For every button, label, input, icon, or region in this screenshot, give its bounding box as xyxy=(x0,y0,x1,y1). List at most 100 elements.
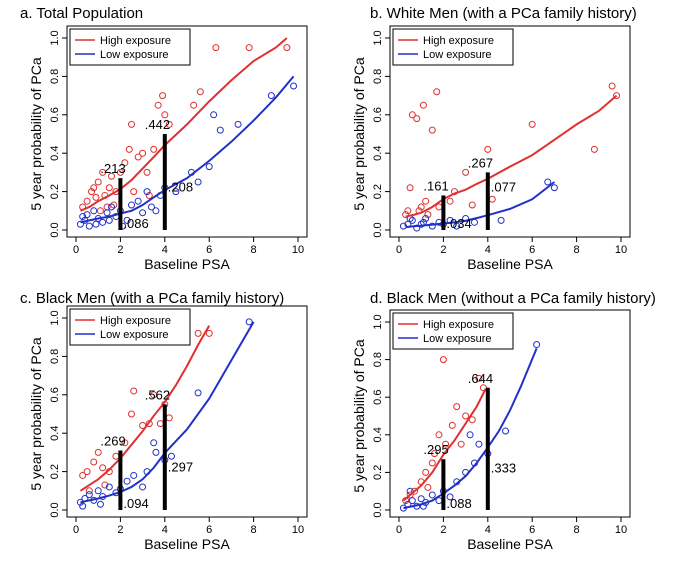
low-prob-label: .034 xyxy=(446,216,471,231)
scatter-point-low xyxy=(290,82,298,90)
x-tick-label: 8 xyxy=(574,244,580,256)
y-axis-label: 5 year probability of PCa xyxy=(351,339,367,493)
scatter-point-low xyxy=(466,431,474,439)
scatter-point-high xyxy=(92,193,100,201)
chart-title: c. Black Men (with a PCa family history) xyxy=(20,290,284,307)
scatter-point-high xyxy=(475,374,483,382)
chart-panel-3: c. Black Men (with a PCa family history)… xyxy=(20,290,308,552)
scatter-point-low xyxy=(216,126,224,134)
x-tick-label: 6 xyxy=(529,244,535,256)
x-axis-label: Baseline PSA xyxy=(467,536,553,552)
legend-box xyxy=(69,308,191,346)
scatter-point-low xyxy=(79,213,87,221)
x-tick-label: 4 xyxy=(162,524,168,536)
scatter-point-low xyxy=(152,207,160,215)
scatter-point-high xyxy=(404,207,412,215)
legend-box xyxy=(392,28,514,66)
y-tick-label: 0.0 xyxy=(49,222,61,237)
scatter-point-high xyxy=(431,450,439,458)
scatter-point-high xyxy=(413,115,421,123)
scatter-point-high xyxy=(145,191,153,199)
y-tick-label: 0.2 xyxy=(49,464,61,479)
scatter-point-high xyxy=(125,145,133,153)
low-prob-label: .208 xyxy=(168,180,193,195)
scatter-point-high xyxy=(108,172,116,180)
scatter-point-low xyxy=(90,207,98,215)
scatter-point-high xyxy=(101,481,109,489)
x-tick-label: 10 xyxy=(292,244,304,256)
x-tick-label: 0 xyxy=(73,524,79,536)
scatter-point-high xyxy=(196,88,204,96)
scatter-point-high xyxy=(143,168,151,176)
scatter-point-high xyxy=(613,92,621,100)
y-tick-label: 0.6 xyxy=(49,107,61,122)
series-line-high xyxy=(405,94,618,218)
x-tick-label: 8 xyxy=(251,244,257,256)
scatter-point-high xyxy=(205,329,213,337)
scatter-point-high xyxy=(83,197,91,205)
legend-label: Low exposure xyxy=(423,333,492,345)
x-axis-label: Baseline PSA xyxy=(467,256,553,272)
scatter-point-low xyxy=(267,92,275,100)
scatter-point-low xyxy=(147,203,155,211)
scatter-point-high xyxy=(422,197,430,205)
scatter-point-high xyxy=(112,452,120,460)
scatter-point-low xyxy=(139,483,147,491)
scatter-point-low xyxy=(422,214,430,222)
scatter-point-low xyxy=(105,483,113,491)
y-tick-label: 0.0 xyxy=(372,502,384,517)
y-tick-label: 0.0 xyxy=(49,502,61,517)
scatter-point-high xyxy=(406,184,414,192)
scatter-point-high xyxy=(85,487,93,495)
scatter-point-low xyxy=(83,211,91,219)
scatter-point-low xyxy=(417,220,425,228)
y-axis-label: 5 year probability of PCa xyxy=(28,337,44,491)
scatter-point-low xyxy=(123,216,131,224)
x-tick-label: 6 xyxy=(206,244,212,256)
scatter-point-low xyxy=(167,452,175,460)
scatter-point-high xyxy=(96,207,104,215)
legend-label: High exposure xyxy=(100,315,171,327)
scatter-point-high xyxy=(442,440,450,448)
y-tick-label: 0.4 xyxy=(372,146,384,161)
x-tick-label: 10 xyxy=(292,524,304,536)
scatter-point-low xyxy=(130,471,138,479)
scatter-point-high xyxy=(134,153,142,161)
scatter-point-high xyxy=(94,178,102,186)
x-tick-label: 4 xyxy=(485,244,491,256)
scatter-point-high xyxy=(468,201,476,209)
scatter-point-low xyxy=(453,222,461,230)
x-tick-label: 6 xyxy=(529,524,535,536)
scatter-point-low xyxy=(194,178,202,186)
scatter-point-high xyxy=(424,211,432,219)
scatter-point-low xyxy=(417,495,425,503)
scatter-point-high xyxy=(462,168,470,176)
scatter-point-high xyxy=(411,487,419,495)
plot-frame xyxy=(389,25,631,238)
scatter-point-high xyxy=(453,403,461,411)
scatter-point-high xyxy=(462,412,470,420)
scatter-point-low xyxy=(150,439,158,447)
scatter-point-high xyxy=(433,88,441,96)
x-tick-label: 4 xyxy=(485,524,491,536)
y-tick-label: 1.0 xyxy=(49,310,61,325)
scatter-point-low xyxy=(428,222,436,230)
scatter-point-low xyxy=(92,220,100,228)
chart-panel-4: d. Black Men (without a PCa family histo… xyxy=(351,290,656,552)
scatter-point-high xyxy=(448,421,456,429)
scatter-point-high xyxy=(608,82,616,90)
scatter-point-high xyxy=(94,448,102,456)
scatter-point-high xyxy=(165,120,173,128)
scatter-point-high xyxy=(130,387,138,395)
scatter-point-high xyxy=(139,149,147,157)
scatter-point-low xyxy=(108,203,116,211)
scatter-point-high xyxy=(99,464,107,472)
scatter-point-high xyxy=(488,195,496,203)
x-tick-label: 10 xyxy=(615,524,627,536)
x-tick-label: 4 xyxy=(162,244,168,256)
y-tick-label: 1.0 xyxy=(372,314,384,329)
series-line-low xyxy=(403,347,538,510)
legend-label: Low exposure xyxy=(100,49,169,61)
chart-panel-2: b. White Men (with a PCa family history)… xyxy=(351,5,637,272)
